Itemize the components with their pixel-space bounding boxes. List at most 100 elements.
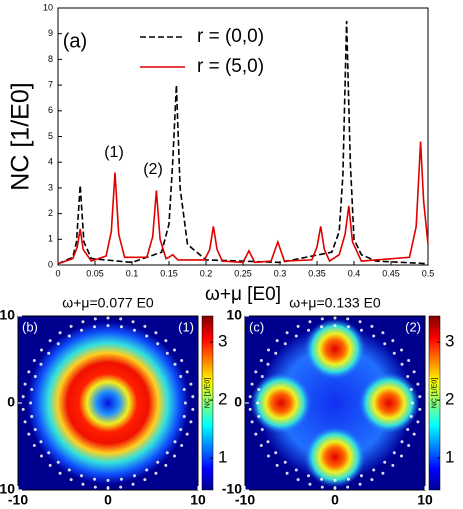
impurity-dot <box>119 325 123 329</box>
impurity-dot <box>320 485 324 489</box>
impurity-dot <box>23 420 27 424</box>
impurity-dot <box>416 420 420 424</box>
impurity-dot <box>21 407 25 411</box>
impurity-dot <box>131 482 135 486</box>
impurity-dot <box>275 339 279 343</box>
x-tick-label: 0.5 <box>422 268 435 278</box>
y-tick-label: 10 <box>226 307 242 323</box>
impurity-dot <box>391 339 395 343</box>
colorbar-label: NC [1/E0] <box>204 378 211 408</box>
y-tick-label: 9 <box>48 28 53 38</box>
y-tick-label: 3 <box>48 182 53 192</box>
y-tick-label: 2 <box>48 208 53 218</box>
impurity-dot <box>370 324 374 328</box>
impurity-dot <box>296 478 300 482</box>
impurity-dot <box>285 331 289 335</box>
impurity-dot <box>58 471 62 475</box>
colorbar <box>428 315 441 491</box>
impurity-dot <box>400 440 404 444</box>
impurity-dot <box>259 358 263 362</box>
impurity-dot <box>275 463 279 467</box>
impurity-dot <box>93 317 97 321</box>
impurity-dot <box>346 325 350 329</box>
impurity-dot <box>283 460 287 464</box>
x-tick-label: 0 <box>104 492 112 508</box>
impurity-dot <box>381 471 385 475</box>
y-tick-label: 8 <box>48 54 53 64</box>
impurity-dot <box>179 375 183 379</box>
impurity-dot <box>39 362 43 366</box>
x-tick-label: 0.25 <box>234 268 252 278</box>
impurity-dot <box>93 485 97 489</box>
impurity-dot <box>320 317 324 321</box>
impurity-dot <box>399 454 403 458</box>
colorbar-tick-label: 1 <box>218 448 227 467</box>
impurity-dot <box>56 460 60 464</box>
impurity-dot <box>320 325 324 329</box>
impurity-dot <box>93 325 97 329</box>
impurity-dot <box>143 324 147 328</box>
impurity-dot <box>180 358 184 362</box>
impurity-dot <box>266 362 270 366</box>
impurity-dot <box>69 478 73 482</box>
impurity-dot <box>391 463 395 467</box>
x-tick-label: 0.45 <box>382 268 400 278</box>
colorbar-tick-label: 1 <box>445 448 454 467</box>
impurity-dot <box>30 388 34 392</box>
impurity-dot <box>183 401 187 405</box>
impurity-dot <box>172 454 176 458</box>
impurity-dot <box>372 334 376 338</box>
impurity-dot <box>392 451 396 455</box>
impurity-dot <box>81 482 85 486</box>
impurity-dot <box>132 474 136 478</box>
impurity-dot <box>308 320 312 324</box>
heatmap-ring <box>27 322 189 484</box>
impurity-dot <box>259 444 263 448</box>
impurity-dot <box>33 427 37 431</box>
impurity-dot <box>93 477 97 481</box>
impurity-dot <box>392 351 396 355</box>
impurity-dot <box>173 362 177 366</box>
impurity-dot <box>333 478 337 482</box>
impurity-dot <box>132 328 136 332</box>
x-tick-label: 0.1 <box>126 268 139 278</box>
impurity-dot <box>106 324 110 328</box>
impurity-dot <box>32 358 36 362</box>
y-tick-label: 6 <box>48 105 53 115</box>
impurity-dot <box>47 451 51 455</box>
heatmap-lobe <box>304 426 366 488</box>
x-tick-label: 0.15 <box>160 268 178 278</box>
heatmap-lobe <box>304 318 366 380</box>
panel-label: (2) <box>405 319 421 334</box>
y-tick-label: 10 <box>0 307 15 323</box>
impurity-dot <box>27 432 31 436</box>
x-tick-label: 0.05 <box>86 268 104 278</box>
impurity-dot <box>40 348 44 352</box>
panel-label: (c) <box>249 319 264 334</box>
impurity-dot <box>254 370 258 374</box>
impurity-dot <box>412 370 416 374</box>
impurity-dot <box>307 328 311 332</box>
impurity-dot <box>32 444 36 448</box>
colorbar-label: NC [1/E0] <box>431 378 438 408</box>
legend-label: r = (5,0) <box>197 56 264 77</box>
impurity-dot <box>106 478 110 482</box>
impurity-dot <box>418 395 422 399</box>
series-line <box>57 141 429 265</box>
impurity-dot <box>119 485 123 489</box>
impurity-dot <box>346 317 350 321</box>
impurity-dot <box>283 342 287 346</box>
impurity-dot <box>406 427 410 431</box>
y-tick-label: 1 <box>48 234 53 244</box>
colorbar-tick-label: 3 <box>445 332 454 351</box>
impurity-dot <box>81 320 85 324</box>
impurity-dot <box>250 420 254 424</box>
impurity-dot <box>67 468 71 472</box>
impurity-dot <box>358 320 362 324</box>
impurity-dot <box>248 395 252 399</box>
y-tick-label: 10 <box>43 2 53 12</box>
impurity-dot <box>407 444 411 448</box>
impurity-dot <box>154 331 158 335</box>
x-tick-label: 0 <box>55 268 60 278</box>
heatmap-disc <box>257 325 413 481</box>
